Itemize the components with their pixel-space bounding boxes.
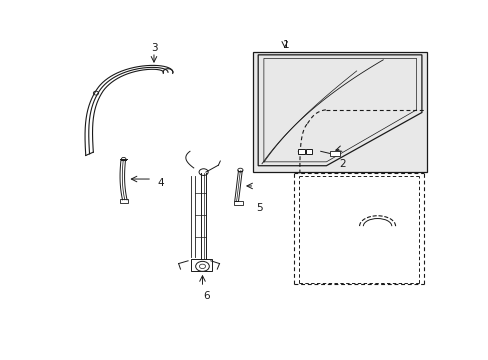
Text: 5: 5 xyxy=(256,203,263,213)
Circle shape xyxy=(121,157,126,161)
Bar xyxy=(190,259,211,270)
Circle shape xyxy=(93,91,99,95)
Bar xyxy=(297,149,304,154)
Text: 3: 3 xyxy=(150,43,157,53)
Text: 4: 4 xyxy=(158,178,164,188)
Bar xyxy=(120,199,128,203)
Text: 6: 6 xyxy=(203,291,210,301)
Bar xyxy=(234,201,242,204)
Circle shape xyxy=(195,261,209,271)
Bar xyxy=(305,149,312,154)
Bar xyxy=(252,51,426,172)
Text: 1: 1 xyxy=(283,40,289,50)
Bar xyxy=(329,151,339,156)
Circle shape xyxy=(237,168,243,172)
Circle shape xyxy=(199,264,205,269)
Circle shape xyxy=(199,169,208,175)
Text: 2: 2 xyxy=(339,159,346,169)
